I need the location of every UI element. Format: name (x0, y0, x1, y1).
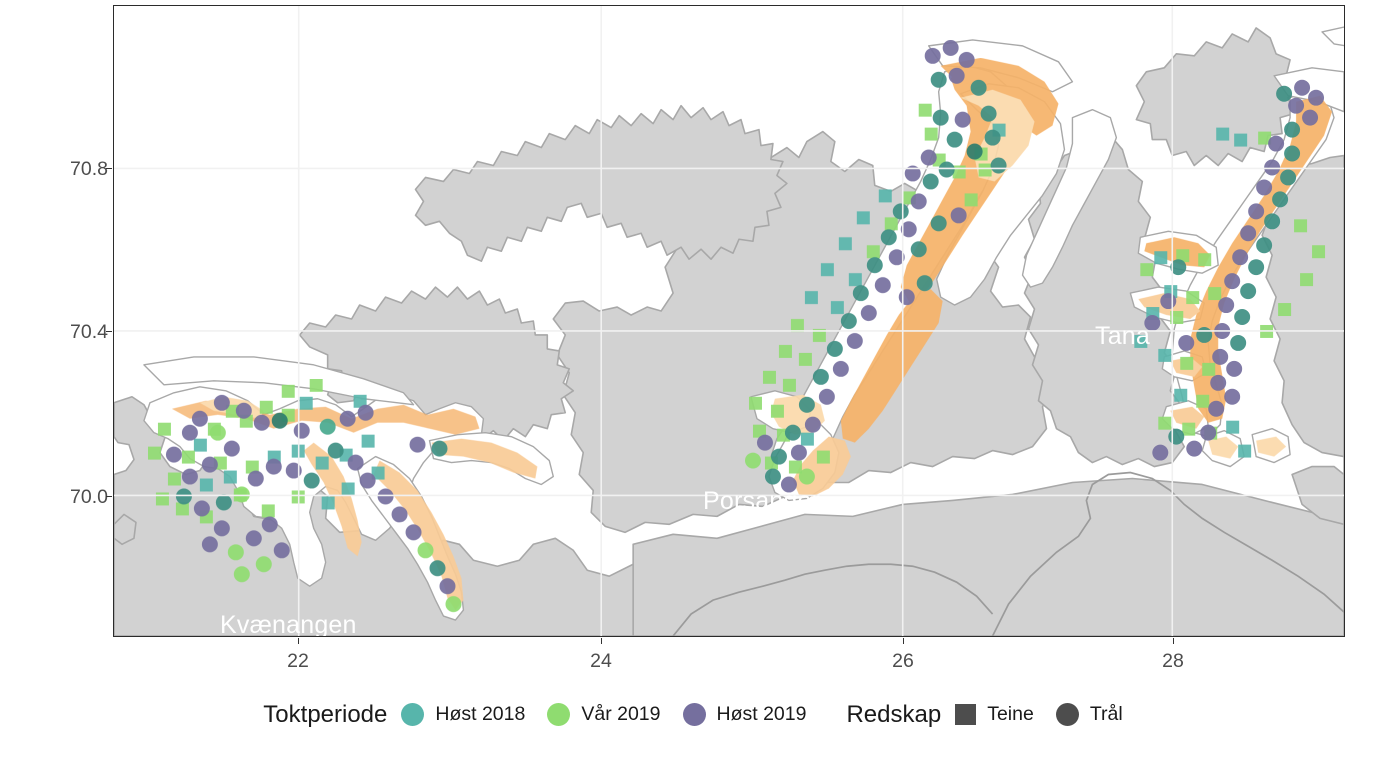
x-tick-label-22: 22 (287, 650, 309, 672)
legend-label-teine: Teine (987, 703, 1034, 725)
land-small-island-1 (114, 513, 137, 546)
legend-key-circle-tral (1055, 703, 1079, 726)
water-laksefjord (1021, 108, 1118, 288)
legend-label-host-2019: Høst 2019 (716, 703, 807, 725)
land-mainland-southeast (632, 477, 1344, 636)
x-tick-mark-28 (1173, 638, 1175, 644)
legend-label-tral: Trål (1089, 703, 1123, 725)
legend-label-var-2019: Vår 2019 (581, 703, 661, 725)
x-tick-label-24: 24 (590, 650, 612, 672)
figure-legend: Toktperiode Høst 2018 Vår 2019 Høst 2019… (0, 650, 1386, 779)
national-border-line (991, 471, 1344, 636)
sample-points-tana (1134, 79, 1326, 461)
x-tick-label-26: 26 (892, 650, 914, 672)
legend-key-circle-host-2019 (682, 703, 706, 726)
legend-item-host-2019[interactable]: Høst 2019 (682, 703, 807, 726)
land-polygons (114, 27, 1344, 636)
x-tick-mark-24 (601, 638, 603, 644)
sample-points-porsanger (744, 39, 1007, 493)
legend-item-tral[interactable]: Trål (1055, 703, 1123, 726)
bathy-kvaenangen-e (431, 438, 538, 479)
sample-points-kvaenangen (147, 378, 462, 613)
legend-group-redskap: Redskap Teine Trål (846, 701, 1122, 729)
legend-item-host-2018[interactable]: Høst 2018 (401, 703, 525, 726)
legend-key-circle-var-2019 (547, 703, 571, 726)
bathy-tana-arm-5 (1208, 436, 1239, 459)
legend-label-host-2018: Høst 2018 (435, 703, 526, 725)
water-top-right-channel (1321, 26, 1344, 47)
legend-item-teine[interactable]: Teine (955, 703, 1034, 726)
x-tick-mark-26 (903, 638, 905, 644)
y-tick-label-70-0: 70.0 (70, 486, 108, 508)
x-tick-label-28: 28 (1162, 650, 1184, 672)
legend-title-redskap: Redskap (846, 700, 942, 728)
y-tick-label-70-4: 70.4 (70, 321, 108, 343)
legend-key-square-teine (955, 704, 977, 725)
bathy-tana-arm-6 (1256, 436, 1287, 457)
bathy-tana-arm-4 (1170, 406, 1205, 429)
gridlines (114, 6, 1344, 636)
y-tick-mark-70-4 (106, 331, 112, 333)
legend-key-circle-host-2018 (401, 703, 425, 726)
national-border-line-west (672, 563, 994, 636)
legend-item-var-2019[interactable]: Vår 2019 (547, 703, 661, 726)
y-tick-mark-70-0 (106, 496, 112, 498)
bathy-tana-main (1190, 95, 1333, 423)
x-tick-mark-22 (298, 638, 300, 644)
y-tick-mark-70-8 (106, 168, 112, 170)
water-kvaenangen-mouth (143, 356, 415, 406)
map-canvas (114, 6, 1344, 636)
map-plot-panel: Kvænangen Porsanger Tana (113, 5, 1345, 637)
bathy-porsanger-mid (840, 289, 943, 443)
y-tick-label-70-8: 70.8 (70, 158, 108, 180)
legend-title-toktperiode: Toktperiode (263, 700, 388, 728)
legend-group-toktperiode: Toktperiode Høst 2018 Vår 2019 Høst 2019 (263, 701, 806, 729)
